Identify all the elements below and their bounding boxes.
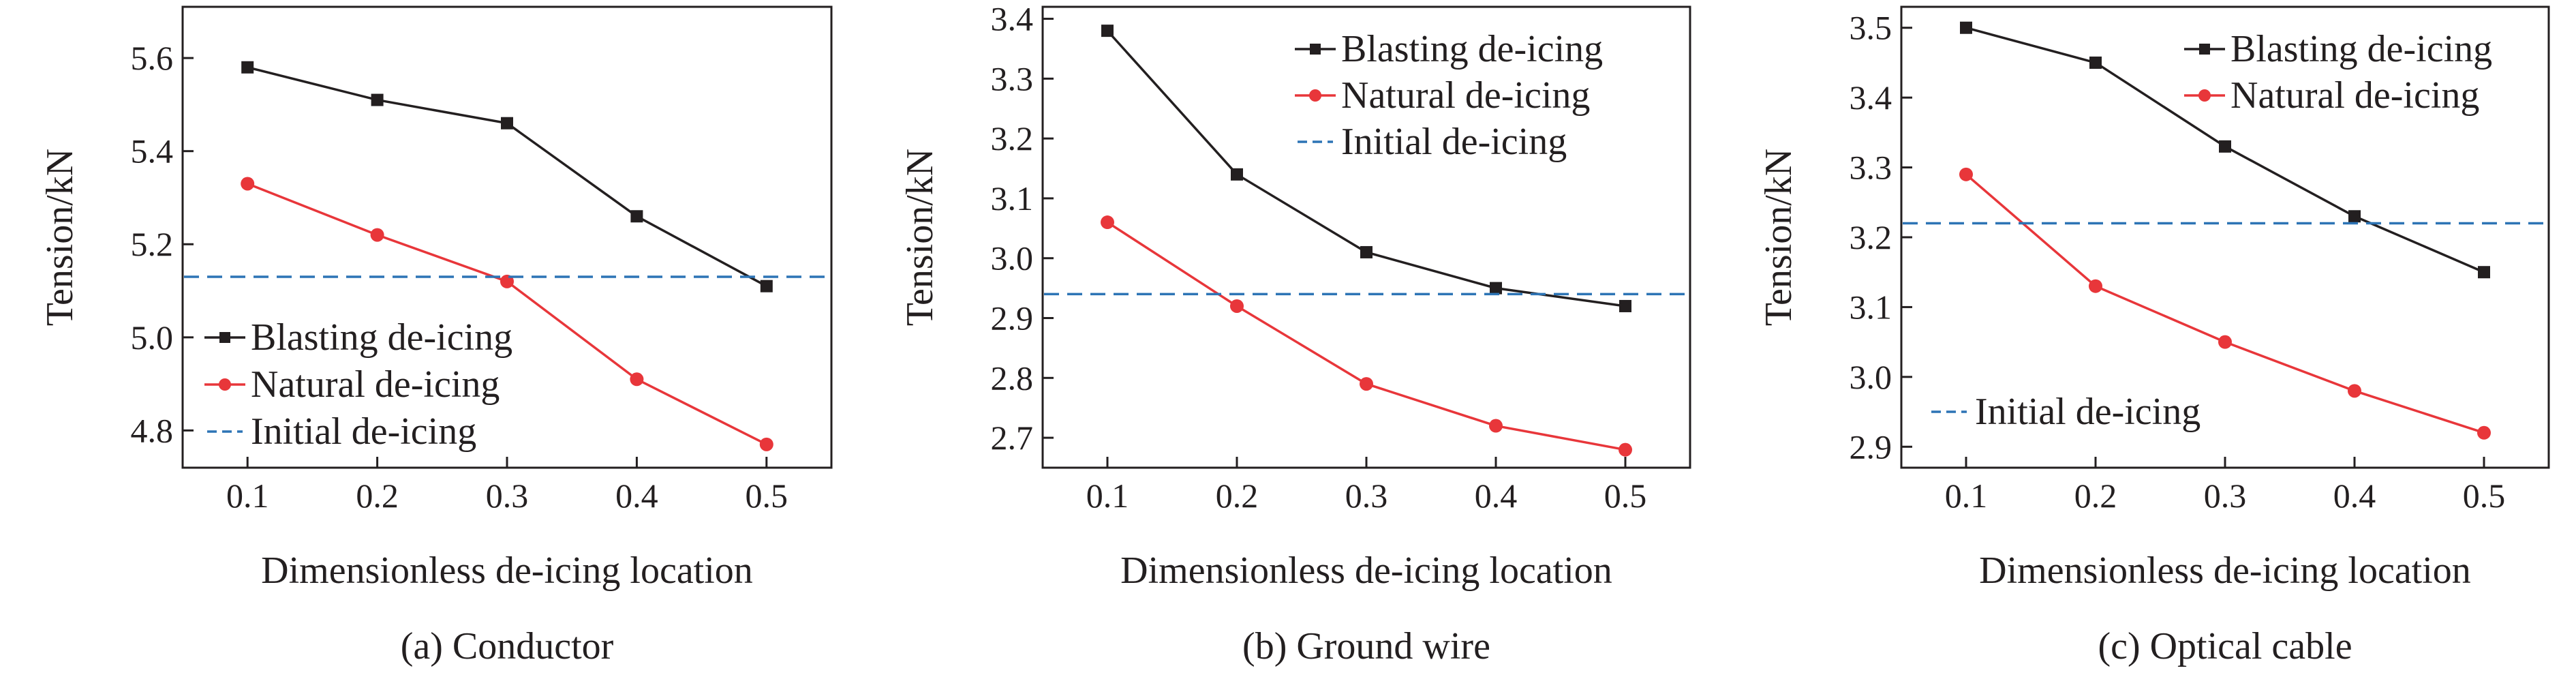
y-tick-label: 3.2 xyxy=(1850,218,1892,256)
x-tick-label: 0.3 xyxy=(486,477,529,515)
blasting-de-icing-point xyxy=(1231,168,1243,181)
blasting-de-icing-point xyxy=(241,61,254,74)
legend-label: Blasting de-icing xyxy=(1341,28,1603,70)
y-tick-label: 2.9 xyxy=(991,299,1034,337)
legend-swatch-marker xyxy=(219,332,230,343)
natural-de-icing-point xyxy=(1230,299,1244,313)
legend-label: Natural de-icing xyxy=(1341,74,1590,117)
legend-swatch-marker xyxy=(1309,89,1321,102)
natural-de-icing-point xyxy=(241,177,255,191)
blasting-de-icing-line xyxy=(1106,29,1626,307)
y-axis-label: Tension/kN xyxy=(39,149,81,327)
legend-swatch-marker xyxy=(2199,44,2210,55)
legend-label: Initial de-icing xyxy=(1975,391,2201,433)
x-tick-label: 0.3 xyxy=(1345,477,1388,515)
x-tick-label: 0.5 xyxy=(2463,477,2506,515)
blasting-de-icing-point xyxy=(501,117,513,130)
y-tick-label: 3.2 xyxy=(991,119,1034,157)
blasting-de-icing-point xyxy=(2219,140,2231,153)
y-tick-label: 2.8 xyxy=(991,359,1034,397)
y-tick-label: 5.6 xyxy=(131,39,174,77)
y-axis-label: Tension/kN xyxy=(1758,149,1800,327)
chart-panel: 0.1 0.2 0.3 0.4 0.5 2.9 3.0 3.1 3.2 3.3 3.4 3.5 Dime… xyxy=(1758,5,2550,667)
blasting-de-icing-point xyxy=(760,280,773,292)
y-tick-label: 3.0 xyxy=(1850,358,1892,396)
y-tick-label: 3.4 xyxy=(1850,78,1892,117)
natural-de-icing-point xyxy=(2477,425,2491,440)
legend-label: Initial de-icing xyxy=(1341,121,1567,163)
y-tick-label: 2.9 xyxy=(1850,427,1892,466)
x-tick-label: 0.1 xyxy=(1086,477,1129,515)
legend-label: Blasting de-icing xyxy=(2230,28,2492,70)
legend-swatch-marker xyxy=(2198,89,2211,102)
x-tick-label: 0.1 xyxy=(226,477,269,515)
chart-panel: 0.1 0.2 0.3 0.4 0.5 2.7 2.8 2.9 3.0 3.1 3.2 3.3 3.4 D… xyxy=(899,0,1691,667)
legend-label: Natural de-icing xyxy=(2230,74,2479,117)
blasting-de-icing-point xyxy=(2478,266,2490,279)
natural-de-icing-point xyxy=(1619,442,1632,457)
natural-de-icing-point xyxy=(630,372,644,387)
blasting-de-icing-point xyxy=(1101,25,1114,37)
y-tick-label: 3.4 xyxy=(991,0,1034,38)
blasting-de-icing-point xyxy=(2348,210,2361,223)
natural-de-icing-point xyxy=(2348,384,2361,398)
blasting-de-icing-point xyxy=(1490,282,1502,295)
y-tick-label: 3.0 xyxy=(991,239,1034,277)
y-tick-label: 3.1 xyxy=(991,179,1034,217)
x-axis-label: Dimensionless de-icing location xyxy=(1120,550,1612,592)
x-tick-label: 0.3 xyxy=(2204,477,2247,515)
natural-de-icing-point xyxy=(2089,279,2102,293)
panel-caption: (c) Optical cable xyxy=(2098,625,2352,667)
legend-swatch-marker xyxy=(1310,44,1321,55)
blasting-de-icing-point xyxy=(371,93,384,106)
y-tick-label: 3.1 xyxy=(1850,288,1892,326)
legend-label: Blasting de-icing xyxy=(251,316,512,359)
x-axis-label: Dimensionless de-icing location xyxy=(261,550,753,592)
y-axis-label: Tension/kN xyxy=(899,149,941,327)
blasting-de-icing-point xyxy=(1360,245,1373,258)
natural-de-icing-point xyxy=(370,228,384,242)
panel-caption: (b) Ground wire xyxy=(1242,625,1490,667)
x-axis-label: Dimensionless de-icing location xyxy=(1979,550,2471,592)
x-tick-label: 0.2 xyxy=(356,477,399,515)
panel-caption: (a) Conductor xyxy=(401,625,614,667)
y-tick-label: 3.3 xyxy=(991,59,1034,97)
blasting-de-icing-point xyxy=(2089,56,2102,69)
blasting-de-icing-point xyxy=(630,210,643,223)
x-tick-label: 0.1 xyxy=(1945,477,1988,515)
y-tick-label: 5.4 xyxy=(131,132,174,170)
x-tick-label: 0.5 xyxy=(746,477,788,515)
x-tick-label: 0.5 xyxy=(1604,477,1647,515)
x-tick-label: 0.4 xyxy=(615,477,658,515)
natural-de-icing-point xyxy=(500,274,514,288)
y-tick-label: 5.2 xyxy=(131,225,174,263)
legend-swatch-marker xyxy=(219,378,231,391)
natural-de-icing-point xyxy=(1101,215,1114,230)
natural-de-icing-point xyxy=(1489,419,1503,433)
chart-panel: 0.1 0.2 0.3 0.4 0.5 4.8 5.0 5.2 5.4 5.6 Dimensionl… xyxy=(39,5,833,667)
y-tick-label: 3.5 xyxy=(1850,9,1892,47)
x-tick-label: 0.4 xyxy=(1475,477,1518,515)
natural-de-icing-point xyxy=(759,437,773,451)
y-tick-label: 5.0 xyxy=(131,318,174,357)
legend-label: Natural de-icing xyxy=(251,363,500,406)
natural-de-icing-point xyxy=(1360,377,1373,391)
y-tick-label: 2.7 xyxy=(991,419,1034,457)
y-tick-label: 4.8 xyxy=(131,411,174,449)
y-tick-label: 3.3 xyxy=(1850,149,1892,187)
x-tick-label: 0.4 xyxy=(2333,477,2376,515)
natural-de-icing-point xyxy=(1959,167,1973,181)
blasting-de-icing-point xyxy=(1960,21,1972,34)
x-tick-label: 0.2 xyxy=(1216,477,1259,515)
x-tick-label: 0.2 xyxy=(2074,477,2117,515)
blasting-de-icing-line xyxy=(247,66,767,288)
blasting-de-icing-point xyxy=(1619,299,1631,312)
natural-de-icing-point xyxy=(2218,335,2232,349)
legend-label: Initial de-icing xyxy=(251,410,476,453)
